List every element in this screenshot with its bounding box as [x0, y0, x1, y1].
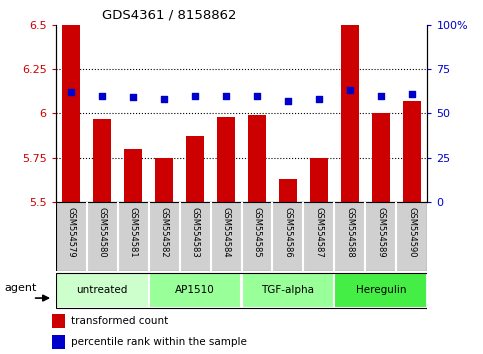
- Text: GSM554588: GSM554588: [345, 207, 355, 258]
- Bar: [334, 273, 427, 308]
- Point: [346, 87, 354, 93]
- Text: GSM554580: GSM554580: [98, 207, 107, 258]
- Bar: [62, 0, 80, 202]
- Text: GSM554582: GSM554582: [159, 207, 169, 258]
- Text: AP1510: AP1510: [175, 285, 215, 295]
- Text: GSM554590: GSM554590: [408, 207, 416, 258]
- Point: [408, 91, 416, 97]
- Point: [160, 96, 168, 102]
- Text: percentile rank within the sample: percentile rank within the sample: [71, 337, 247, 347]
- Text: GSM554581: GSM554581: [128, 207, 138, 258]
- Bar: [279, 179, 297, 202]
- Text: GSM554587: GSM554587: [314, 207, 324, 258]
- Text: GSM554586: GSM554586: [284, 207, 293, 258]
- Point: [315, 96, 323, 102]
- Bar: [53, 314, 65, 328]
- Point: [191, 93, 199, 98]
- Point: [67, 89, 75, 95]
- Bar: [341, 0, 359, 202]
- Bar: [310, 158, 328, 202]
- Text: GSM554583: GSM554583: [190, 207, 199, 258]
- Text: GSM554585: GSM554585: [253, 207, 261, 258]
- Point: [377, 93, 385, 98]
- Text: GDS4361 / 8158862: GDS4361 / 8158862: [102, 9, 236, 22]
- Point: [253, 93, 261, 98]
- Text: GSM554589: GSM554589: [376, 207, 385, 258]
- Bar: [155, 158, 173, 202]
- Point: [129, 95, 137, 100]
- Bar: [372, 113, 390, 202]
- Text: TGF-alpha: TGF-alpha: [261, 285, 314, 295]
- Bar: [186, 136, 204, 202]
- Bar: [248, 115, 266, 202]
- Text: untreated: untreated: [76, 285, 128, 295]
- Bar: [93, 119, 112, 202]
- Text: GSM554579: GSM554579: [67, 207, 75, 258]
- Bar: [403, 101, 421, 202]
- Point: [284, 98, 292, 104]
- Bar: [149, 273, 242, 308]
- Bar: [242, 273, 334, 308]
- Bar: [217, 117, 235, 202]
- Bar: [53, 335, 65, 349]
- Point: [222, 93, 230, 98]
- Text: GSM554584: GSM554584: [222, 207, 230, 258]
- Text: Heregulin: Heregulin: [355, 285, 406, 295]
- Text: transformed count: transformed count: [71, 316, 168, 326]
- Text: agent: agent: [5, 283, 37, 293]
- Bar: [56, 273, 149, 308]
- Bar: [124, 149, 142, 202]
- Point: [98, 93, 106, 98]
